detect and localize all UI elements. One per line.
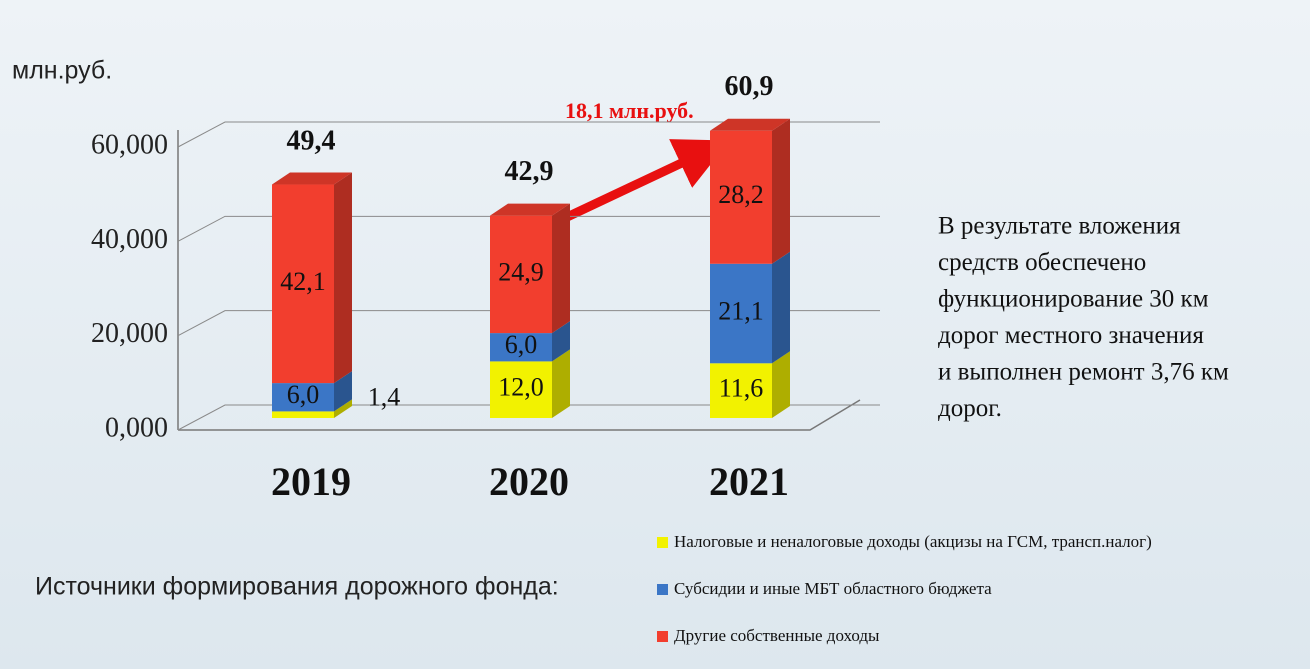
value-label: 28,2 <box>718 180 764 209</box>
legend-label: Другие собственные доходы <box>674 626 880 645</box>
bar-side <box>552 203 570 334</box>
value-label: 11,6 <box>719 374 764 403</box>
x-tick-label: 2021 <box>709 459 789 504</box>
grid-line <box>177 310 880 337</box>
bar-side <box>334 172 352 384</box>
x-tick-label: 2019 <box>271 459 351 504</box>
y-tick-label: 0,000 <box>105 412 168 443</box>
total-label: 49,4 <box>287 125 336 156</box>
bar-side <box>334 399 352 418</box>
grid-line <box>177 121 880 148</box>
bar-side <box>772 351 790 418</box>
value-label: 21,1 <box>718 296 764 325</box>
total-label: 60,9 <box>725 71 774 102</box>
y-tick-label: 40,000 <box>91 224 168 255</box>
bar-segment <box>272 411 334 418</box>
legend-swatch <box>657 584 668 595</box>
bar-segment <box>710 363 772 418</box>
y-unit-label: млн.руб. <box>12 57 112 85</box>
bar-segment <box>490 333 552 362</box>
bar-side <box>552 321 570 362</box>
note-line: функционирование 30 км <box>938 286 1209 313</box>
note-line: дорог местного значения <box>938 322 1204 349</box>
bar-segment <box>272 184 334 384</box>
note-line: средств обеспечено <box>938 249 1146 276</box>
note-line: и выполнен ремонт 3,76 км <box>938 359 1229 386</box>
bar-side <box>772 251 790 364</box>
value-label: 6,0 <box>505 330 538 359</box>
note-line: В результате вложения <box>938 213 1181 240</box>
legend-label: Налоговые и неналоговые доходы (акцизы н… <box>674 532 1152 551</box>
value-label: 6,0 <box>287 380 320 409</box>
value-label: 42,1 <box>280 267 326 296</box>
bar-top <box>490 203 570 216</box>
y-tick-label: 20,000 <box>91 318 168 349</box>
grid-line <box>177 404 880 431</box>
note-line: дорог. <box>938 395 1002 422</box>
value-label: 24,9 <box>498 257 544 286</box>
legend-swatch <box>657 537 668 548</box>
grid-line <box>177 215 880 242</box>
annotation: 18,1 млн.руб. <box>565 98 694 123</box>
bar-segment <box>710 130 772 264</box>
bar-side <box>552 349 570 418</box>
value-label: 12,0 <box>498 373 544 402</box>
bar-top <box>710 118 790 131</box>
legend-title: Источники формирования дорожного фонда: <box>35 573 559 601</box>
bar-segment <box>272 383 334 412</box>
value-label: 1,4 <box>368 382 401 411</box>
bar-segment <box>490 361 552 418</box>
x-tick-label: 2020 <box>489 459 569 504</box>
floor-edge <box>178 399 861 431</box>
bar-segment <box>490 215 552 334</box>
bar-side <box>334 371 352 412</box>
total-label: 42,9 <box>505 156 554 187</box>
legend-label: Субсидии и иные МБТ областного бюджета <box>674 579 992 598</box>
growth-arrow <box>563 139 730 223</box>
bar-segment <box>710 263 772 364</box>
y-tick-label: 60,000 <box>91 129 168 160</box>
legend-swatch <box>657 631 668 642</box>
bar-top <box>272 172 352 185</box>
bar-side <box>772 118 790 264</box>
